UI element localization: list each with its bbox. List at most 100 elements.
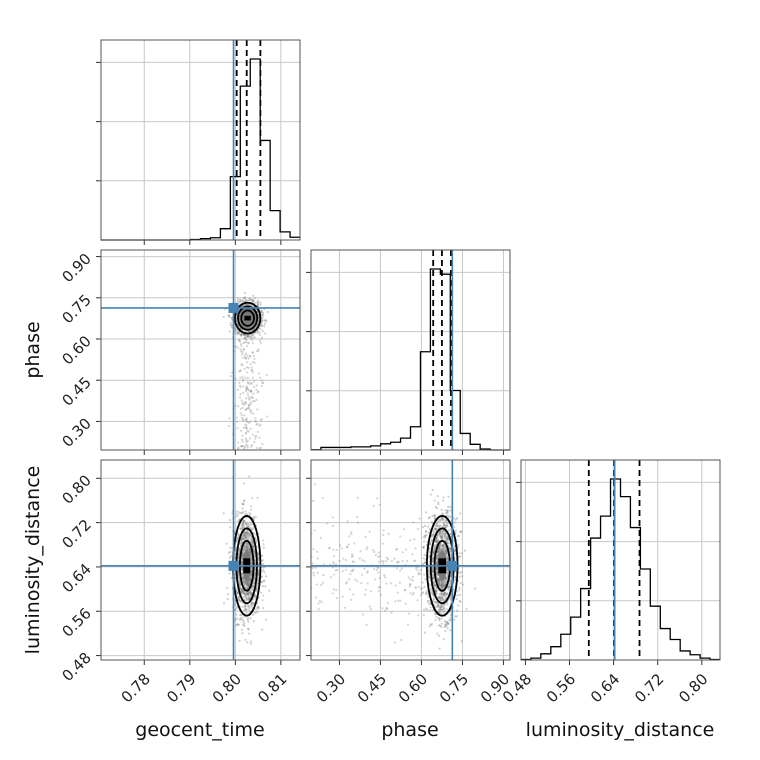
sample-point	[250, 508, 253, 511]
sample-point	[246, 591, 249, 594]
sample-point	[378, 554, 382, 558]
sample-point	[241, 526, 244, 529]
sample-point	[387, 532, 390, 535]
sample-point	[446, 509, 449, 512]
sample-point	[438, 548, 441, 551]
sample-point	[432, 550, 435, 553]
sample-point	[443, 546, 446, 550]
sample-point	[246, 536, 249, 539]
sample-point	[249, 396, 252, 399]
sample-point	[247, 341, 250, 344]
sample-point	[247, 620, 250, 623]
sample-point	[316, 571, 319, 574]
sample-point	[246, 627, 249, 630]
y-axis-label-phase: phase	[22, 321, 44, 378]
sample-point	[445, 537, 449, 540]
sample-point	[239, 386, 242, 389]
sample-point	[242, 502, 245, 506]
sample-point	[244, 510, 247, 513]
sample-point	[225, 542, 228, 545]
sample-point	[457, 594, 460, 597]
sample-point	[240, 333, 243, 336]
sample-point	[245, 547, 249, 550]
sample-point	[443, 591, 446, 594]
sample-point	[436, 557, 439, 560]
sample-point	[240, 591, 243, 594]
sample-point	[229, 321, 232, 324]
sample-point	[244, 426, 247, 429]
sample-point	[250, 334, 253, 337]
sample-point	[432, 550, 436, 554]
sample-point	[240, 445, 244, 448]
sample-point	[346, 520, 349, 523]
sample-point	[463, 549, 467, 552]
sample-point	[250, 395, 254, 398]
sample-point	[444, 532, 447, 535]
sample-point	[361, 613, 365, 616]
sample-point	[242, 538, 245, 541]
sample-point	[236, 592, 239, 596]
sample-point	[246, 429, 249, 433]
sample-point	[437, 551, 440, 554]
sample-point	[441, 583, 444, 587]
sample-point	[261, 585, 265, 588]
sample-point	[417, 573, 420, 576]
sample-point	[340, 547, 343, 550]
sample-point	[245, 326, 249, 330]
sample-point	[248, 404, 251, 407]
sample-point	[366, 546, 369, 549]
sample-point	[241, 507, 244, 510]
sample-point	[241, 351, 244, 354]
sample-point	[243, 368, 246, 371]
sample-point	[448, 619, 451, 622]
sample-point	[257, 301, 260, 304]
sample-point	[252, 545, 255, 548]
sample-point	[249, 580, 252, 584]
sample-point	[250, 369, 254, 372]
sample-point	[244, 321, 247, 325]
sample-point	[240, 416, 244, 420]
sample-point	[245, 531, 248, 534]
sample-point	[435, 556, 438, 559]
sample-point	[446, 509, 449, 512]
sample-point	[248, 311, 251, 314]
sample-point	[347, 578, 351, 581]
sample-point	[251, 585, 255, 588]
sample-point	[253, 357, 256, 360]
sample-point	[444, 577, 447, 580]
sample-point	[262, 566, 265, 569]
sample-point	[417, 614, 420, 617]
sample-point	[381, 607, 384, 610]
sample-point	[250, 562, 253, 566]
sample-point	[419, 572, 422, 576]
sample-point	[234, 328, 237, 331]
sample-point	[237, 572, 240, 575]
sample-point	[312, 574, 316, 577]
sample-point	[422, 540, 426, 543]
sample-point	[227, 551, 230, 554]
sample-point	[401, 560, 404, 563]
sample-point	[242, 348, 245, 352]
scatter-region	[222, 291, 269, 450]
sample-point	[435, 555, 438, 558]
sample-point	[436, 535, 439, 538]
sample-point	[255, 446, 259, 450]
sample-point	[421, 591, 424, 594]
sample-point	[322, 573, 325, 577]
sample-point	[248, 592, 251, 595]
sample-point	[250, 382, 254, 385]
sample-point	[244, 608, 247, 611]
sample-point	[250, 538, 253, 542]
sample-point	[242, 534, 245, 537]
sample-point	[441, 543, 444, 547]
sample-point	[445, 575, 448, 578]
sample-point	[248, 578, 252, 581]
sample-point	[251, 334, 255, 337]
sample-point	[465, 607, 468, 610]
sample-point	[452, 517, 455, 520]
sample-point	[243, 312, 246, 315]
sample-point	[458, 588, 461, 591]
sample-point	[440, 605, 444, 609]
sample-point	[255, 607, 258, 611]
sample-point	[438, 607, 441, 610]
